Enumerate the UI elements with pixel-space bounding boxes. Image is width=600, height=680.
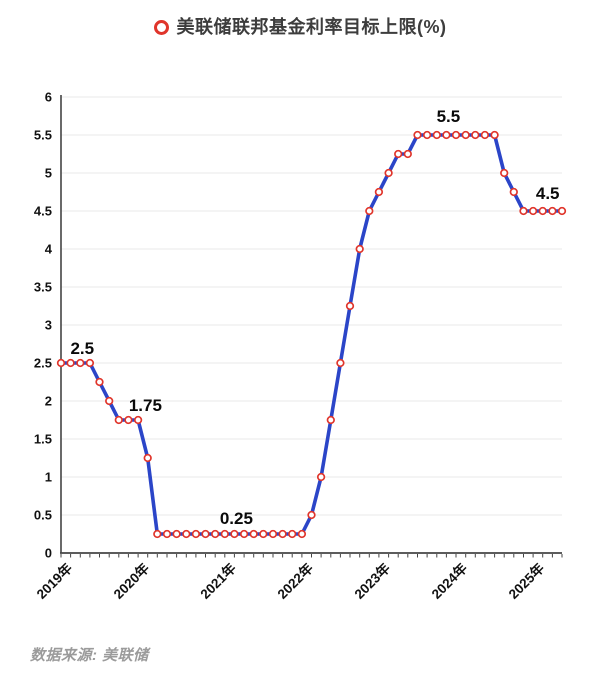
data-point-marker (528, 206, 538, 216)
y-tick-label: 1.5 (34, 432, 52, 447)
data-point-marker (114, 415, 123, 425)
data-point-marker (403, 149, 412, 159)
x-year-label: 2024年 (428, 559, 470, 601)
data-point-marker (56, 358, 66, 368)
data-point-marker (297, 529, 307, 539)
x-year-label: 2019年 (33, 559, 75, 601)
x-year-label: 2022年 (274, 559, 316, 601)
data-point-marker (422, 130, 432, 140)
y-tick-label: 6 (45, 90, 52, 105)
data-point-marker (500, 168, 509, 178)
data-point-marker (182, 529, 191, 539)
data-point-marker (538, 206, 547, 216)
data-point-marker (191, 529, 201, 539)
data-point-marker (268, 529, 278, 539)
data-point-marker (355, 244, 364, 254)
data-point-marker (239, 529, 249, 539)
data-point-marker (365, 206, 374, 216)
y-tick-label: 0.5 (34, 508, 52, 523)
data-point-marker (509, 187, 518, 197)
y-tick-label: 2.5 (34, 356, 52, 371)
y-tick-label: 0 (45, 546, 52, 561)
data-point-marker (548, 206, 557, 216)
y-tick-label: 5 (45, 166, 52, 181)
x-year-label: 2020年 (110, 559, 152, 601)
data-point-marker (442, 130, 451, 140)
data-point-marker (105, 396, 114, 406)
data-point-marker (76, 358, 85, 368)
data-point-marker (288, 529, 297, 539)
data-point-marker (249, 529, 258, 539)
data-point-marker (153, 529, 162, 539)
data-point-marker (211, 529, 220, 539)
rate-line (59, 133, 564, 536)
data-point-marker (394, 149, 403, 159)
data-point-marker (307, 510, 316, 520)
legend-marker-icon (153, 19, 169, 35)
data-point-marker (124, 415, 133, 425)
chart-title: 美联储联邦基金利率目标上限(%) (176, 17, 447, 37)
data-point-marker (143, 453, 152, 463)
point-annotation: 1.75 (129, 396, 162, 415)
data-point-marker (384, 168, 393, 178)
data-point-marker (326, 415, 335, 425)
data-point-marker (95, 377, 104, 387)
x-year-label: 2023年 (351, 559, 393, 601)
point-annotation: 5.5 (437, 107, 461, 126)
data-point-marker (490, 130, 499, 140)
data-point-marker (278, 529, 287, 539)
data-point-marker (471, 130, 480, 140)
data-point-marker (557, 206, 567, 216)
data-point-marker (201, 529, 210, 539)
point-annotation: 4.5 (536, 184, 560, 203)
data-point-marker (162, 529, 172, 539)
point-annotation: 0.25 (220, 509, 253, 528)
data-point-marker (336, 358, 345, 368)
y-tick-label: 4 (45, 242, 53, 257)
data-point-marker (172, 529, 181, 539)
y-tick-label: 5.5 (34, 128, 52, 143)
data-point-marker (374, 187, 384, 197)
data-point-marker (259, 529, 268, 539)
data-point-marker (432, 130, 441, 140)
data-point-marker (519, 206, 528, 216)
y-tick-label: 3 (45, 318, 52, 333)
data-point-marker (451, 130, 461, 140)
x-year-label: 2025年 (505, 559, 547, 601)
data-point-marker (66, 358, 75, 368)
x-year-label: 2021年 (197, 559, 239, 601)
data-point-marker (461, 130, 470, 140)
point-annotation: 2.5 (70, 339, 94, 358)
chart-header: 美联储联邦基金利率目标上限(%) (0, 15, 600, 39)
data-point-marker (85, 358, 95, 368)
data-point-marker (345, 301, 355, 311)
y-tick-label: 2 (45, 394, 52, 409)
y-tick-label: 4.5 (34, 204, 52, 219)
data-point-marker (133, 415, 143, 425)
data-source-note: 数据来源: 美联储 (30, 647, 149, 664)
data-point-marker (413, 130, 422, 140)
data-point-marker (220, 529, 229, 539)
data-point-marker (230, 529, 239, 539)
data-point-marker (316, 472, 326, 482)
y-tick-label: 1 (45, 470, 52, 485)
y-tick-label: 3.5 (34, 280, 52, 295)
data-point-marker (480, 130, 490, 140)
